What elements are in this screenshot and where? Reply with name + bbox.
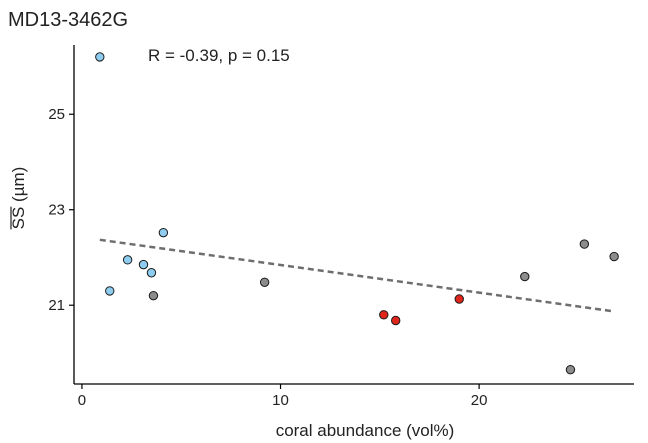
- x-tick-label: 0: [78, 392, 86, 409]
- data-point-grey: [565, 364, 576, 375]
- x-axis-title: coral abundance (vol%): [276, 421, 455, 440]
- y-tick-label: 23: [48, 202, 65, 219]
- x-tick-label: 10: [272, 392, 289, 409]
- chart-title: MD13-3462G: [8, 9, 128, 31]
- data-point-blue: [138, 259, 149, 270]
- data-point-red: [379, 310, 389, 320]
- correlation-annotation: R = -0.39, p = 0.15: [148, 46, 290, 65]
- data-point-grey: [259, 277, 270, 287]
- data-point-blue: [122, 255, 133, 265]
- data-point-blue: [158, 227, 169, 238]
- data-point-red: [391, 315, 401, 326]
- points-layer: [95, 52, 619, 375]
- data-point-grey: [148, 290, 159, 301]
- axis-ticks: 0 10 20 21 23 25: [48, 106, 487, 409]
- data-point-grey: [579, 239, 590, 249]
- y-tick-label: 25: [48, 106, 65, 123]
- trendline-layer: [99, 238, 615, 313]
- y-tick-label: 21: [48, 297, 65, 314]
- data-point-grey: [609, 251, 619, 262]
- data-point-grey: [520, 271, 530, 282]
- data-point-red: [454, 294, 464, 304]
- x-tick-label: 20: [471, 392, 488, 409]
- data-point-blue: [105, 286, 115, 296]
- y-axis-title: SS (µm): [9, 167, 28, 230]
- data-point-blue: [95, 52, 105, 62]
- data-point-blue: [146, 268, 157, 278]
- trendline: [99, 238, 615, 313]
